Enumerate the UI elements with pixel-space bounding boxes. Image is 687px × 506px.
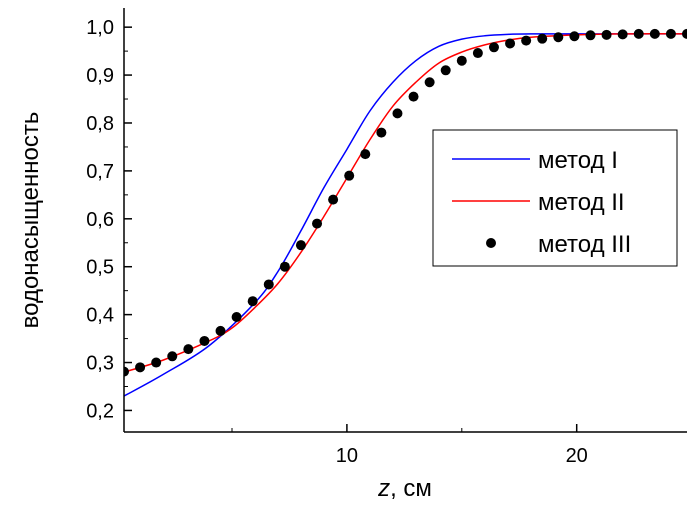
data-point-metod-3 bbox=[682, 28, 687, 39]
legend-label-metod-3: метод III bbox=[538, 231, 631, 258]
legend-label-metod-1: метод I bbox=[538, 147, 618, 174]
data-point-metod-3 bbox=[231, 312, 242, 323]
data-point-metod-3 bbox=[424, 77, 435, 88]
data-point-metod-3 bbox=[585, 30, 596, 41]
data-point-metod-3 bbox=[665, 28, 676, 39]
data-point-metod-3 bbox=[215, 325, 226, 336]
data-point-metod-3 bbox=[263, 279, 274, 290]
data-point-metod-3 bbox=[167, 351, 178, 362]
y-tick-label: 0,9 bbox=[86, 65, 114, 87]
data-point-metod-3 bbox=[649, 28, 660, 39]
x-axis-unit: , см bbox=[390, 475, 432, 502]
y-tick-label: 0,3 bbox=[86, 353, 114, 375]
data-point-metod-3 bbox=[521, 35, 532, 46]
data-point-metod-3 bbox=[151, 357, 162, 368]
data-point-metod-3 bbox=[633, 28, 644, 39]
data-point-metod-3 bbox=[135, 362, 146, 373]
data-point-metod-3 bbox=[279, 261, 290, 272]
data-point-metod-3 bbox=[392, 108, 403, 119]
legend: метод I метод II метод III bbox=[432, 129, 678, 267]
y-axis-title: водонасыщенность bbox=[17, 112, 44, 329]
data-point-metod-3 bbox=[617, 29, 628, 40]
y-tick-label: 0,2 bbox=[86, 400, 114, 422]
data-point-metod-3 bbox=[247, 296, 258, 307]
data-point-metod-3 bbox=[295, 240, 306, 251]
y-tick-label: 0,8 bbox=[86, 113, 114, 135]
data-point-metod-3 bbox=[328, 194, 339, 205]
data-point-metod-3 bbox=[408, 91, 419, 102]
legend-label-metod-2: метод II bbox=[538, 189, 625, 216]
y-tick-label: 1,0 bbox=[86, 17, 114, 39]
data-point-metod-3 bbox=[472, 48, 483, 59]
data-point-metod-3 bbox=[183, 344, 194, 355]
data-point-metod-3 bbox=[376, 127, 387, 138]
y-tick-label: 0,6 bbox=[86, 209, 114, 231]
data-point-metod-3 bbox=[456, 55, 467, 66]
data-point-metod-3 bbox=[199, 335, 210, 346]
x-tick-label: 10 bbox=[336, 445, 358, 467]
data-point-metod-3 bbox=[440, 65, 451, 76]
data-point-metod-3 bbox=[569, 31, 580, 42]
data-point-metod-3 bbox=[601, 29, 612, 40]
y-tick-label: 0,5 bbox=[86, 257, 114, 279]
data-point-metod-3 bbox=[505, 38, 516, 49]
data-point-metod-3 bbox=[553, 32, 564, 43]
x-axis-variable: z bbox=[377, 475, 390, 502]
data-point-metod-3 bbox=[124, 366, 129, 377]
legend-box bbox=[432, 129, 678, 267]
data-point-metod-3 bbox=[312, 218, 323, 229]
data-point-metod-3 bbox=[360, 149, 371, 160]
legend-swatch-metod-3 bbox=[486, 238, 496, 248]
series-line-metod-2 bbox=[124, 33, 687, 373]
x-axis-title: z, см bbox=[377, 475, 432, 502]
y-tick-label: 0,7 bbox=[86, 161, 114, 183]
y-tick-label: 0,4 bbox=[86, 305, 114, 327]
x-tick-label: 20 bbox=[566, 445, 588, 467]
data-point-metod-3 bbox=[344, 170, 355, 181]
data-point-metod-3 bbox=[488, 42, 499, 53]
data-point-metod-3 bbox=[537, 33, 548, 44]
